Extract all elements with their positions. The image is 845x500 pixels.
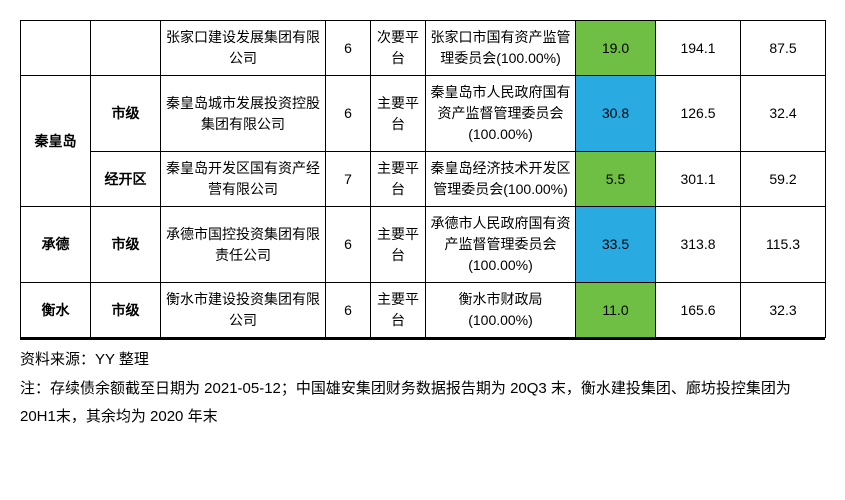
cell-level: 市级 (91, 207, 161, 283)
cell-level: 市级 (91, 283, 161, 338)
cell-num: 6 (326, 76, 371, 152)
cell-value-1: 19.0 (576, 21, 656, 76)
cell-num: 7 (326, 152, 371, 207)
table-row: 张家口建设发展集团有限公司6次要平台张家口市国有资产监管理委员会(100.00%… (21, 21, 826, 76)
cell-num: 6 (326, 21, 371, 76)
footnote-note: 注：存续债余额截至日期为 2021-05-12；中国雄安集团财务数据报告期为 2… (20, 375, 825, 432)
table-row: 承德市级承德市国控投资集团有限责任公司6主要平台承德市人民政府国有资产监督管理委… (21, 207, 826, 283)
cell-platform: 主要平台 (371, 152, 426, 207)
cell-value-3: 87.5 (741, 21, 826, 76)
cell-owner: 秦皇岛市人民政府国有资产监督管理委员会(100.00%) (426, 76, 576, 152)
cell-region: 秦皇岛 (21, 76, 91, 207)
cell-owner: 衡水市财政局(100.00%) (426, 283, 576, 338)
cell-level (91, 21, 161, 76)
cell-company: 秦皇岛开发区国有资产经营有限公司 (161, 152, 326, 207)
cell-platform: 主要平台 (371, 283, 426, 338)
cell-owner: 张家口市国有资产监管理委员会(100.00%) (426, 21, 576, 76)
cell-value-2: 165.6 (656, 283, 741, 338)
table-row: 衡水市级衡水市建设投资集团有限公司6主要平台衡水市财政局(100.00%)11.… (21, 283, 826, 338)
cell-platform: 主要平台 (371, 207, 426, 283)
cell-num: 6 (326, 207, 371, 283)
cell-value-3: 115.3 (741, 207, 826, 283)
cell-value-1: 11.0 (576, 283, 656, 338)
cell-platform: 主要平台 (371, 76, 426, 152)
cell-level: 经开区 (91, 152, 161, 207)
cell-region (21, 21, 91, 76)
cell-value-1: 30.8 (576, 76, 656, 152)
cell-value-1: 33.5 (576, 207, 656, 283)
cell-owner: 承德市人民政府国有资产监督管理委员会(100.00%) (426, 207, 576, 283)
cell-num: 6 (326, 283, 371, 338)
cell-region: 衡水 (21, 283, 91, 338)
cell-value-2: 301.1 (656, 152, 741, 207)
cell-value-2: 194.1 (656, 21, 741, 76)
cell-value-3: 32.3 (741, 283, 826, 338)
cell-level: 市级 (91, 76, 161, 152)
footnote-source: 资料来源：YY 整理 (20, 346, 825, 375)
footnotes: 资料来源：YY 整理 注：存续债余额截至日期为 2021-05-12；中国雄安集… (20, 338, 825, 432)
cell-value-2: 126.5 (656, 76, 741, 152)
cell-company: 秦皇岛城市发展投资控股集团有限公司 (161, 76, 326, 152)
cell-company: 张家口建设发展集团有限公司 (161, 21, 326, 76)
table-row: 经开区秦皇岛开发区国有资产经营有限公司7主要平台秦皇岛经济技术开发区管理委员会(… (21, 152, 826, 207)
cell-value-1: 5.5 (576, 152, 656, 207)
cell-company: 承德市国控投资集团有限责任公司 (161, 207, 326, 283)
table-row: 秦皇岛市级秦皇岛城市发展投资控股集团有限公司6主要平台秦皇岛市人民政府国有资产监… (21, 76, 826, 152)
cell-platform: 次要平台 (371, 21, 426, 76)
cell-owner: 秦皇岛经济技术开发区管理委员会(100.00%) (426, 152, 576, 207)
data-table: 张家口建设发展集团有限公司6次要平台张家口市国有资产监管理委员会(100.00%… (20, 20, 826, 338)
cell-value-3: 32.4 (741, 76, 826, 152)
cell-region: 承德 (21, 207, 91, 283)
cell-company: 衡水市建设投资集团有限公司 (161, 283, 326, 338)
cell-value-2: 313.8 (656, 207, 741, 283)
cell-value-3: 59.2 (741, 152, 826, 207)
